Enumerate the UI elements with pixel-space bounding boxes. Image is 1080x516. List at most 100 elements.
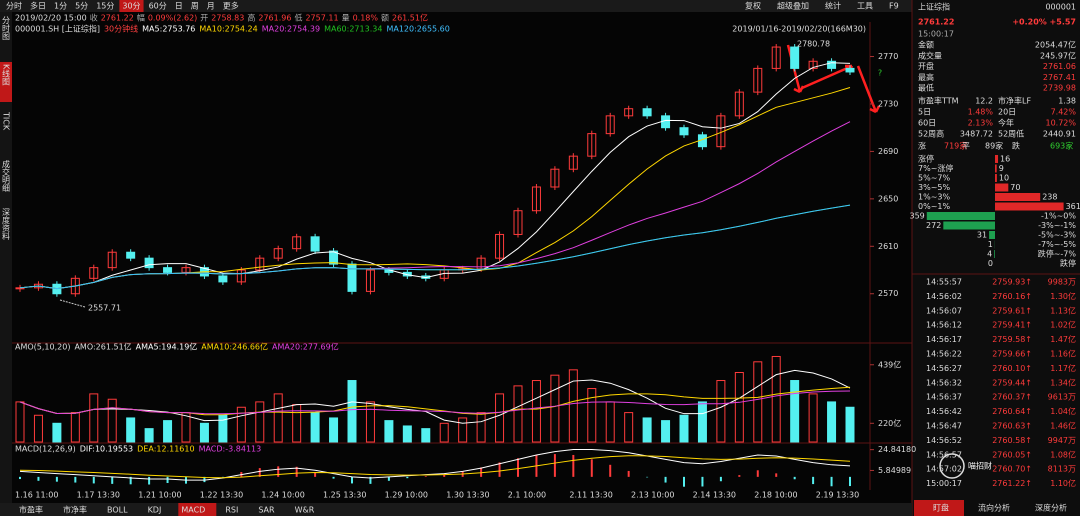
trade-volume: 9947万 bbox=[1048, 436, 1076, 445]
trade-price: 2760.58↑ bbox=[992, 436, 1032, 445]
macd-legend: DEA:12.11610 bbox=[137, 445, 194, 454]
volume-bar bbox=[458, 417, 468, 443]
candle bbox=[144, 257, 154, 269]
x-tick-label: 2.13 10:00 bbox=[631, 491, 674, 500]
price-tick-label: 2570 bbox=[878, 289, 898, 298]
ratio-value: 12.2 bbox=[975, 97, 993, 106]
trade-time: 14:55:57 bbox=[926, 278, 962, 287]
dist-label: -1%~0% bbox=[1041, 212, 1076, 221]
low-label: 2557.71 bbox=[88, 304, 121, 313]
dist-label: 跌停 bbox=[1060, 258, 1076, 268]
trade-price: 2760.37↑ bbox=[992, 393, 1032, 402]
indicator-tab[interactable]: SAR bbox=[258, 506, 275, 515]
toolbar-button[interactable]: 工具 bbox=[857, 2, 873, 11]
macd-bar bbox=[812, 476, 815, 485]
indicator-tab[interactable]: KDJ bbox=[148, 506, 162, 515]
indicator-tab[interactable]: 市净率 bbox=[63, 505, 87, 515]
candle bbox=[218, 275, 228, 283]
volume-bar bbox=[255, 401, 265, 443]
ma-legend: MA10:2754.24 bbox=[199, 25, 257, 34]
watermark-icon bbox=[939, 453, 965, 479]
toolbar-tab[interactable]: 30分 bbox=[122, 2, 140, 11]
volume-bar bbox=[845, 406, 855, 443]
x-tick-label: 1.30 13:30 bbox=[446, 491, 489, 500]
macd-tick-label: 5.84989 bbox=[878, 466, 911, 475]
indicator-tab[interactable]: MACD bbox=[181, 506, 205, 515]
toolbar-tab[interactable]: 日 bbox=[175, 2, 183, 11]
stat-label: 最高 bbox=[918, 72, 934, 82]
vol-ma-line bbox=[19, 369, 851, 424]
volume-bar bbox=[827, 401, 837, 443]
toolbar-tab[interactable]: 15分 bbox=[96, 2, 114, 11]
trade-price: 2761.22↑ bbox=[992, 479, 1032, 488]
dist-bar bbox=[943, 221, 995, 230]
toolbar-tab[interactable]: 1分 bbox=[54, 2, 67, 11]
stat-label: 最低 bbox=[918, 83, 934, 93]
volume-bar bbox=[679, 414, 689, 443]
volume-bar bbox=[697, 401, 707, 443]
volume-bar bbox=[126, 417, 136, 443]
indicator-tab[interactable]: BOLL bbox=[107, 506, 128, 515]
toolbar-button[interactable]: 复权 bbox=[745, 1, 761, 11]
panel-tab[interactable]: 流向分析 bbox=[978, 503, 1010, 513]
side-tab[interactable]: 分时图 bbox=[2, 16, 11, 41]
info-item: 低 bbox=[294, 13, 302, 23]
toolbar-tab[interactable]: 5分 bbox=[75, 2, 88, 11]
volume-bar bbox=[347, 380, 357, 443]
macd-bar bbox=[480, 467, 483, 477]
macd-bar bbox=[738, 475, 741, 477]
trade-price: 2759.66↑ bbox=[992, 350, 1032, 359]
trade-time: 15:00:17 bbox=[926, 479, 962, 488]
indicator-tab[interactable]: RSI bbox=[225, 506, 238, 515]
volume-bar bbox=[310, 412, 320, 443]
macd-bar bbox=[701, 476, 704, 487]
trade-time: 14:56:42 bbox=[926, 407, 962, 416]
volume-bar bbox=[771, 355, 781, 443]
panel-tab[interactable]: 盯盘 bbox=[933, 503, 949, 513]
toolbar-tab[interactable]: 多日 bbox=[30, 1, 46, 11]
macd-bar bbox=[37, 476, 40, 481]
active-tab bbox=[119, 0, 144, 12]
side-tab[interactable]: TICK bbox=[2, 111, 11, 131]
ratio-value: 10.72% bbox=[1045, 119, 1076, 128]
breadth-item: 平 bbox=[962, 142, 970, 151]
candle bbox=[495, 233, 505, 259]
side-tab[interactable]: 成交明细 bbox=[2, 159, 11, 193]
ma-line bbox=[19, 62, 851, 290]
toolbar-tab[interactable]: 周 bbox=[191, 2, 199, 11]
indicator-tab[interactable]: 市盈率 bbox=[19, 505, 43, 515]
trade-price: 2759.93↑ bbox=[992, 278, 1032, 287]
indicator-tab[interactable]: W&R bbox=[295, 506, 315, 515]
macd-legend: DIF:10.19553 bbox=[80, 445, 133, 454]
toolbar-tab[interactable]: 分时 bbox=[6, 1, 22, 11]
volume-bar bbox=[513, 385, 523, 443]
ma-legend: MA120:2655.60 bbox=[386, 25, 449, 34]
dea-line bbox=[19, 455, 851, 479]
side-tab[interactable]: 深度资料 bbox=[2, 208, 11, 241]
dist-label: -5%~-3% bbox=[1038, 231, 1076, 240]
toolbar-tab[interactable]: 月 bbox=[207, 2, 215, 11]
info-item: 开 bbox=[200, 14, 208, 23]
toolbar-button[interactable]: 超级叠加 bbox=[777, 1, 809, 11]
side-tab[interactable]: K线图 bbox=[2, 64, 11, 86]
stat-value: 2767.41 bbox=[1043, 73, 1076, 82]
toolbar-button[interactable]: F9 bbox=[889, 2, 899, 11]
trade-time: 14:56:37 bbox=[926, 393, 962, 402]
dist-count: 0 bbox=[988, 259, 993, 268]
dist-count: 31 bbox=[977, 231, 987, 240]
toolbar-button[interactable]: 统计 bbox=[825, 1, 841, 11]
candle bbox=[568, 155, 578, 170]
panel-tab[interactable]: 深度分析 bbox=[1035, 503, 1067, 513]
dist-count: 10 bbox=[999, 174, 1009, 183]
volume-bar bbox=[753, 361, 763, 443]
trade-volume: 1.08亿 bbox=[1050, 449, 1076, 459]
dist-label: 7%~涨停 bbox=[918, 163, 953, 173]
candle bbox=[845, 67, 855, 73]
trade-time: 14:56:12 bbox=[926, 321, 962, 330]
toolbar-tab[interactable]: 60分 bbox=[149, 2, 167, 11]
toolbar-tab[interactable]: 更多 bbox=[223, 1, 239, 11]
candle bbox=[531, 186, 541, 212]
x-tick-label: 1.17 13:30 bbox=[77, 491, 120, 500]
macd-bar bbox=[553, 454, 556, 477]
macd-bar bbox=[646, 476, 649, 478]
